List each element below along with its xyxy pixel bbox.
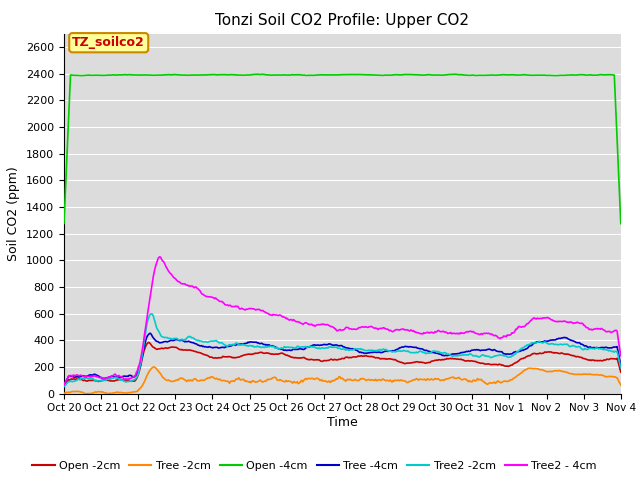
Y-axis label: Soil CO2 (ppm): Soil CO2 (ppm)	[8, 166, 20, 261]
X-axis label: Time: Time	[327, 416, 358, 429]
Text: TZ_soilco2: TZ_soilco2	[72, 36, 145, 49]
Title: Tonzi Soil CO2 Profile: Upper CO2: Tonzi Soil CO2 Profile: Upper CO2	[216, 13, 469, 28]
Legend: Open -2cm, Tree -2cm, Open -4cm, Tree -4cm, Tree2 -2cm, Tree2 - 4cm: Open -2cm, Tree -2cm, Open -4cm, Tree -4…	[28, 457, 601, 476]
